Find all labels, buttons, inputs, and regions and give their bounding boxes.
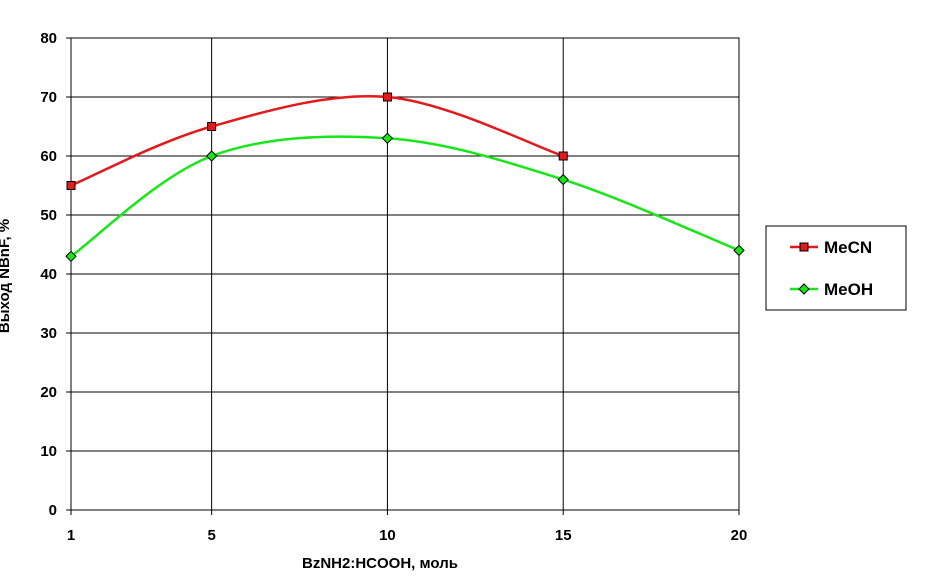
legend-marker: [798, 283, 810, 295]
y-tick-label: 70: [40, 89, 57, 106]
data-point-meoh: [733, 244, 745, 257]
series-layer: [65, 92, 745, 263]
x-tick-label: 20: [731, 527, 748, 544]
data-point-mecn: [66, 181, 76, 190]
series-line-mecn: [70, 95, 564, 187]
x-tick-label: 5: [207, 527, 215, 544]
x-tick-label: 1: [67, 527, 75, 544]
data-point-meoh: [205, 150, 218, 162]
legend-item-meoh: MeOH: [790, 280, 873, 299]
x-axis-ticks: 1 5 10 15 20: [67, 510, 748, 544]
y-tick-label: 40: [40, 266, 57, 283]
y-tick-label: 20: [40, 384, 57, 401]
series-line-meoh: [70, 135, 740, 258]
y-tick-label: 60: [40, 148, 57, 165]
series-meoh: [65, 132, 745, 263]
data-point-meoh: [381, 132, 394, 145]
x-tick-label: 10: [379, 527, 396, 544]
data-point-mecn: [207, 122, 217, 131]
legend: MeCN MeOH: [765, 225, 907, 311]
legend-label: MeOH: [824, 280, 873, 299]
y-axis-ticks: 0 10 20 30 40 50 60 70 80: [40, 30, 71, 519]
data-point-mecn: [382, 92, 392, 102]
legend-box: [765, 225, 907, 311]
x-axis-title: BzNH2:HCOOH, моль: [302, 555, 458, 572]
y-tick-label: 30: [40, 325, 57, 342]
legend-item-mecn: MeCN: [790, 238, 872, 257]
series-mecn: [66, 92, 568, 190]
grid-lines: [70, 37, 740, 511]
legend-marker: [799, 242, 809, 252]
data-point-mecn: [558, 151, 568, 161]
legend-label: MeCN: [824, 238, 872, 257]
y-axis-title: Выход NBnF, %: [0, 219, 13, 333]
y-tick-label: 50: [40, 207, 57, 224]
y-tick-label: 10: [40, 443, 57, 460]
data-point-meoh: [65, 250, 77, 263]
data-point-meoh: [557, 173, 569, 186]
y-tick-label: 0: [49, 502, 57, 519]
y-tick-label: 80: [40, 30, 57, 47]
x-tick-label: 15: [555, 527, 572, 544]
